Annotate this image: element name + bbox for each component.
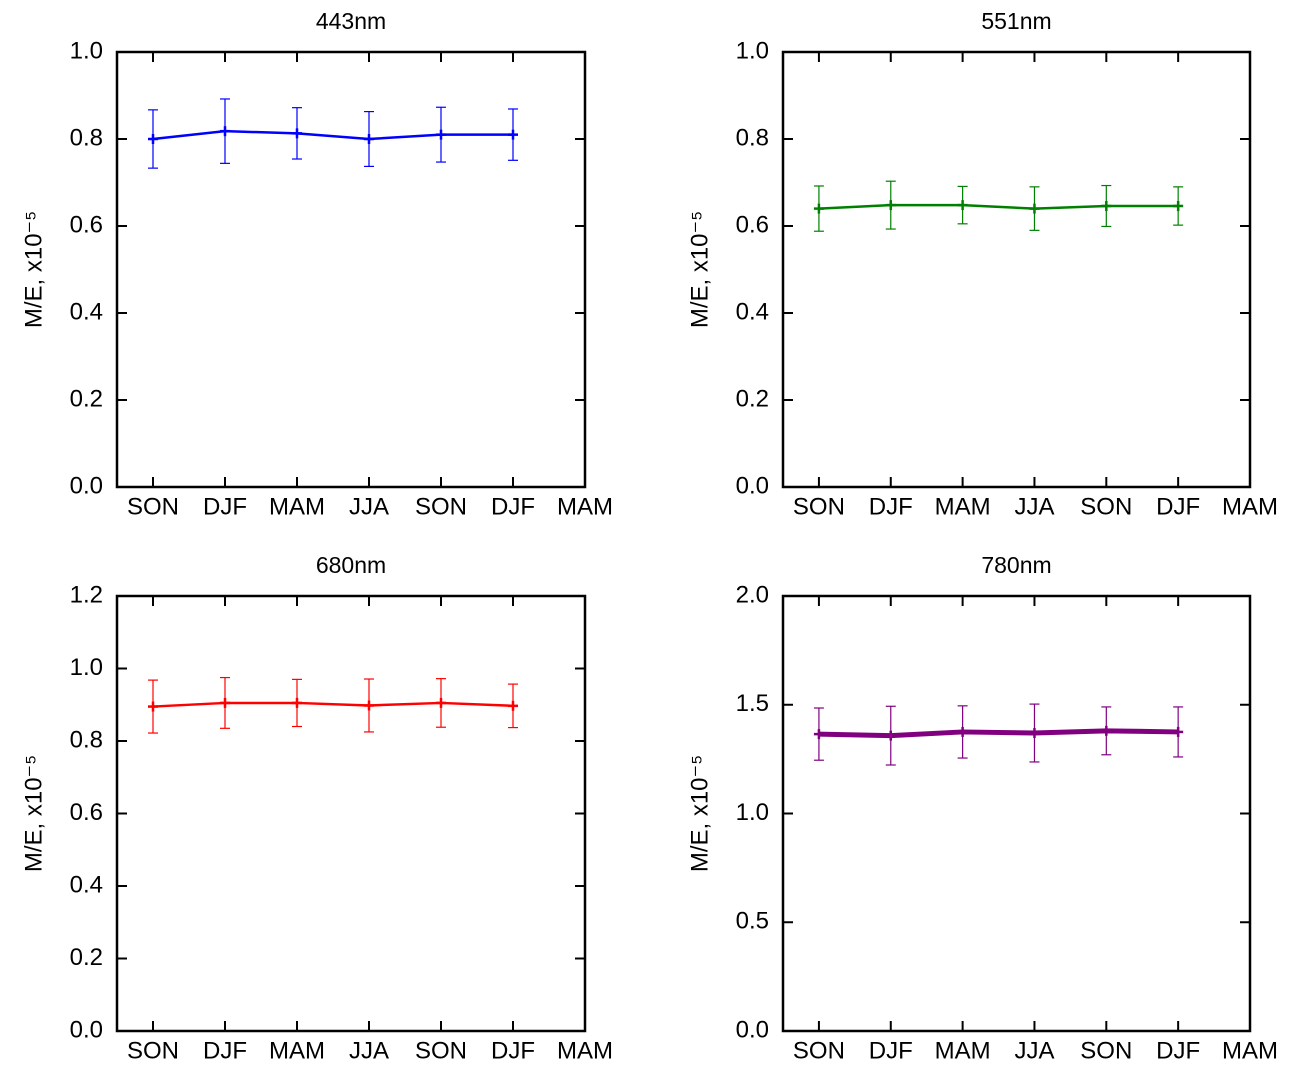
x-tick-label: DJF	[1156, 1037, 1200, 1064]
y-tick-label: 0.4	[736, 298, 769, 325]
point-marker	[364, 134, 374, 144]
point-marker	[148, 701, 158, 712]
point-marker	[364, 700, 374, 711]
x-tick-label: MAM	[935, 1037, 991, 1064]
x-tick-label: DJF	[203, 1037, 247, 1064]
x-tick-label: SON	[793, 1037, 845, 1064]
y-tick-label: 0.4	[70, 871, 103, 898]
y-axis-label: M/E, x10⁻⁵	[20, 755, 47, 872]
point-marker	[436, 129, 446, 140]
y-tick-label: 0.8	[736, 124, 769, 151]
series-line	[152, 129, 513, 141]
x-tick-label: DJF	[869, 1037, 913, 1064]
y-tick-label: 1.5	[736, 690, 769, 717]
x-tick-label: MAM	[557, 1037, 613, 1064]
x-tick-label: MAM	[269, 1037, 325, 1064]
x-tick-label: SON	[793, 493, 845, 520]
y-tick-label: 0.8	[70, 124, 103, 151]
y-tick-label: 0.4	[70, 298, 103, 325]
y-tick-label: 1.0	[70, 37, 103, 64]
y-tick-label: 0.6	[70, 799, 103, 826]
x-tick-label: JJA	[1014, 493, 1054, 520]
plot-frame	[781, 594, 1252, 1033]
y-tick-label: 1.0	[70, 654, 103, 681]
x-tick-label: SON	[415, 1037, 467, 1064]
point-marker	[148, 134, 158, 144]
point-marker	[1173, 726, 1184, 737]
panel: 443nm M/E, x10⁻⁵ 0.0 0.2 0.4 0.6 0.8 1.0 SON DJF M…	[20, 8, 613, 520]
x-tick-label: MAM	[269, 493, 325, 520]
series-line	[818, 728, 1179, 739]
point-marker	[220, 697, 230, 708]
point-marker	[508, 129, 518, 140]
y-axis-label: M/E, x10⁻⁵	[686, 755, 713, 872]
y-tick-label: 0.6	[70, 211, 103, 238]
x-tick-label: JJA	[349, 1037, 389, 1064]
panel: 680nm M/E, x10⁻⁵ 0.0 0.2 0.4 0.6 0.8 1.0 1.2 SON D…	[20, 552, 613, 1064]
x-tick-label: SON	[415, 493, 467, 520]
x-tick-label: MAM	[1222, 1037, 1278, 1064]
y-tick-label: 0.2	[736, 385, 769, 412]
point-marker	[220, 126, 230, 137]
x-tick-label: MAM	[1222, 493, 1278, 520]
point-marker	[957, 200, 968, 211]
x-tick-label: DJF	[869, 493, 913, 520]
panel: 551nm M/E, x10⁻⁵ 0.0 0.2 0.4 0.6 0.8 1.0 SON DJF M…	[686, 8, 1278, 520]
point-marker	[292, 128, 302, 139]
point-marker	[813, 729, 824, 740]
y-tick-label: 0.0	[736, 1016, 769, 1043]
chart-title: 551nm	[981, 8, 1051, 34]
point-marker	[1173, 200, 1184, 211]
y-tick-label: 1.0	[736, 37, 769, 64]
x-tick-label: DJF	[491, 493, 535, 520]
point-marker	[508, 700, 518, 711]
point-marker	[1101, 725, 1112, 736]
x-tick-label: DJF	[491, 1037, 535, 1064]
panel: 780nm M/E, x10⁻⁵ 0.0 0.5 1.0 1.5 2.0 SON DJF MAM J…	[686, 552, 1278, 1064]
y-tick-label: 1.0	[736, 799, 769, 826]
x-tick-label: JJA	[349, 493, 389, 520]
plot-frame	[115, 50, 587, 489]
point-marker	[436, 697, 446, 708]
y-axis-label: M/E, x10⁻⁵	[686, 211, 713, 328]
x-tick-label: DJF	[1156, 493, 1200, 520]
point-marker	[885, 200, 896, 211]
y-tick-label: 0.5	[736, 908, 769, 935]
point-marker	[1029, 203, 1040, 214]
x-tick-label: MAM	[557, 493, 613, 520]
chart-title: 680nm	[316, 552, 386, 578]
x-tick-label: SON	[1080, 493, 1132, 520]
y-tick-label: 0.8	[70, 726, 103, 753]
x-tick-label: JJA	[1014, 1037, 1054, 1064]
y-tick-label: 0.2	[70, 385, 103, 412]
point-marker	[885, 730, 896, 741]
y-tick-label: 2.0	[736, 581, 769, 608]
plot-frame	[781, 50, 1252, 489]
point-marker	[1101, 200, 1112, 211]
x-tick-label: SON	[127, 1037, 179, 1064]
chart-title: 443nm	[316, 8, 386, 34]
point-marker	[813, 203, 824, 214]
x-tick-label: DJF	[203, 493, 247, 520]
y-tick-label: 0.0	[70, 1016, 103, 1043]
point-marker	[292, 697, 302, 708]
y-tick-label: 1.2	[70, 581, 103, 608]
y-tick-label: 0.0	[736, 472, 769, 499]
point-marker	[957, 726, 968, 737]
series-line	[818, 203, 1179, 210]
point-marker	[1029, 728, 1040, 739]
y-tick-label: 0.6	[736, 211, 769, 238]
x-tick-label: SON	[1080, 1037, 1132, 1064]
y-tick-label: 0.0	[70, 472, 103, 499]
series-line	[152, 701, 514, 708]
x-tick-label: SON	[127, 493, 179, 520]
chart-title: 780nm	[981, 552, 1051, 578]
y-axis-label: M/E, x10⁻⁵	[20, 211, 47, 328]
plot-frame	[115, 594, 587, 1033]
y-tick-label: 0.2	[70, 944, 103, 971]
x-tick-label: MAM	[935, 493, 991, 520]
